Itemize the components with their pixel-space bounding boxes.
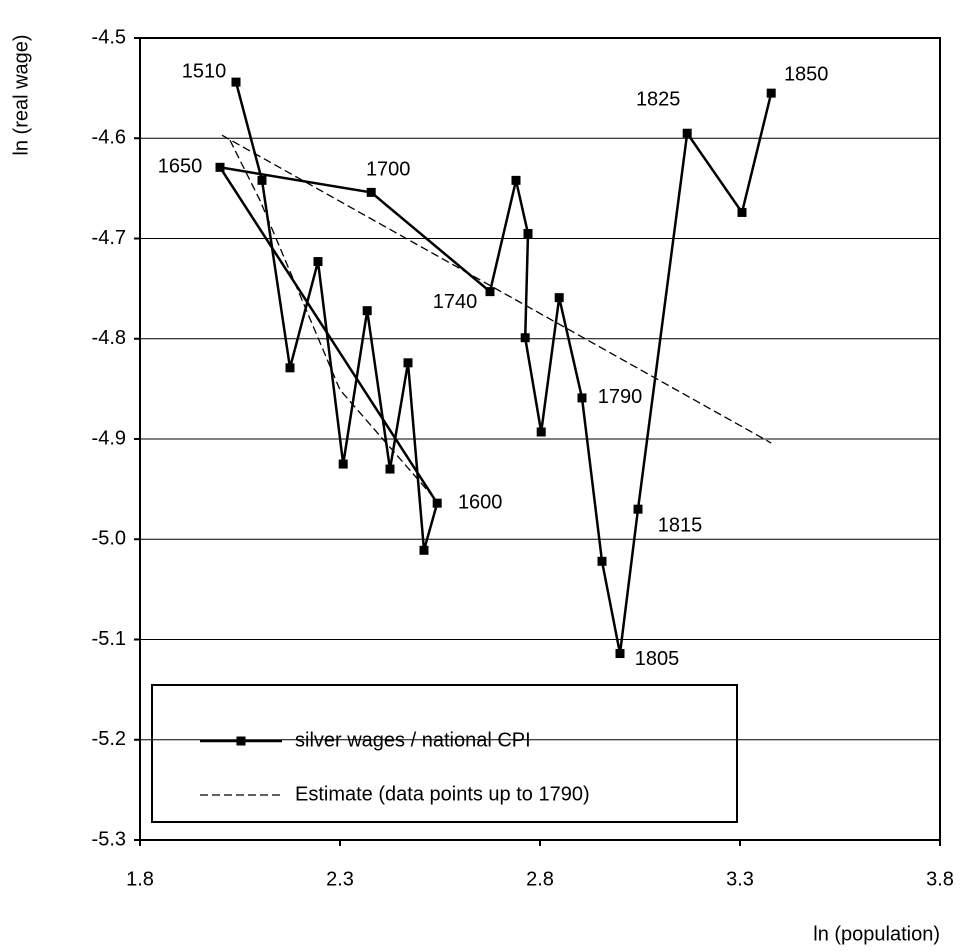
point-marker — [511, 175, 521, 185]
y-tick-label: -4.6 — [92, 127, 126, 149]
y-tick-label: -5.0 — [92, 528, 126, 550]
y-tick-label: -5.2 — [92, 728, 126, 750]
legend-box — [151, 684, 738, 823]
series-line — [221, 134, 772, 501]
point-marker — [523, 228, 533, 238]
point-marker — [403, 358, 413, 368]
point-label: 1815 — [658, 514, 703, 536]
legend-label: Estimate (data points up to 1790) — [295, 783, 590, 805]
point-marker — [737, 207, 747, 217]
y-tick-label: -4.8 — [92, 327, 126, 349]
point-marker — [520, 333, 530, 343]
x-tick-label: 3.8 — [926, 868, 954, 890]
point-marker — [362, 306, 372, 316]
y-tick-label: -5.3 — [92, 828, 126, 850]
point-marker — [597, 556, 607, 566]
point-marker — [257, 175, 267, 185]
point-marker — [536, 427, 546, 437]
y-tick-label: -4.7 — [92, 227, 126, 249]
point-marker — [419, 545, 429, 555]
point-label: 1740 — [433, 291, 478, 313]
x-tick-label: 2.3 — [326, 868, 354, 890]
x-axis-title: ln (population) — [813, 923, 940, 945]
point-marker — [766, 88, 776, 98]
point-label: 1805 — [635, 648, 680, 670]
plot-frame — [139, 37, 941, 841]
point-label: 1650 — [158, 156, 203, 178]
point-label: 1600 — [458, 491, 503, 513]
point-marker — [432, 498, 442, 508]
point-marker — [231, 77, 241, 87]
point-marker — [615, 649, 625, 659]
point-marker — [215, 162, 225, 172]
point-marker — [633, 504, 643, 514]
point-marker — [682, 128, 692, 138]
point-label: 1700 — [366, 159, 411, 181]
point-label: 1790 — [598, 386, 643, 408]
point-marker — [577, 393, 587, 403]
point-label: 1825 — [636, 89, 681, 111]
x-tick-label: 1.8 — [126, 868, 154, 890]
legend-label: silver wages / national CPI — [295, 729, 531, 751]
y-tick-label: -4.5 — [92, 26, 126, 48]
point-marker — [554, 293, 564, 303]
x-tick-label: 3.3 — [726, 868, 754, 890]
y-tick-label: -5.1 — [92, 628, 126, 650]
point-label: 1850 — [784, 63, 829, 85]
point-marker — [285, 363, 295, 373]
point-label: 1510 — [182, 60, 227, 82]
point-marker — [485, 287, 495, 297]
point-marker — [385, 464, 395, 474]
point-marker — [366, 187, 376, 197]
point-marker — [313, 257, 323, 267]
series-line — [217, 81, 773, 654]
y-tick-label: -4.9 — [92, 427, 126, 449]
y-axis-title: ln (real wage) — [10, 34, 32, 155]
point-marker — [338, 459, 348, 469]
x-tick-label: 2.8 — [526, 868, 554, 890]
legend-marker — [236, 736, 246, 746]
